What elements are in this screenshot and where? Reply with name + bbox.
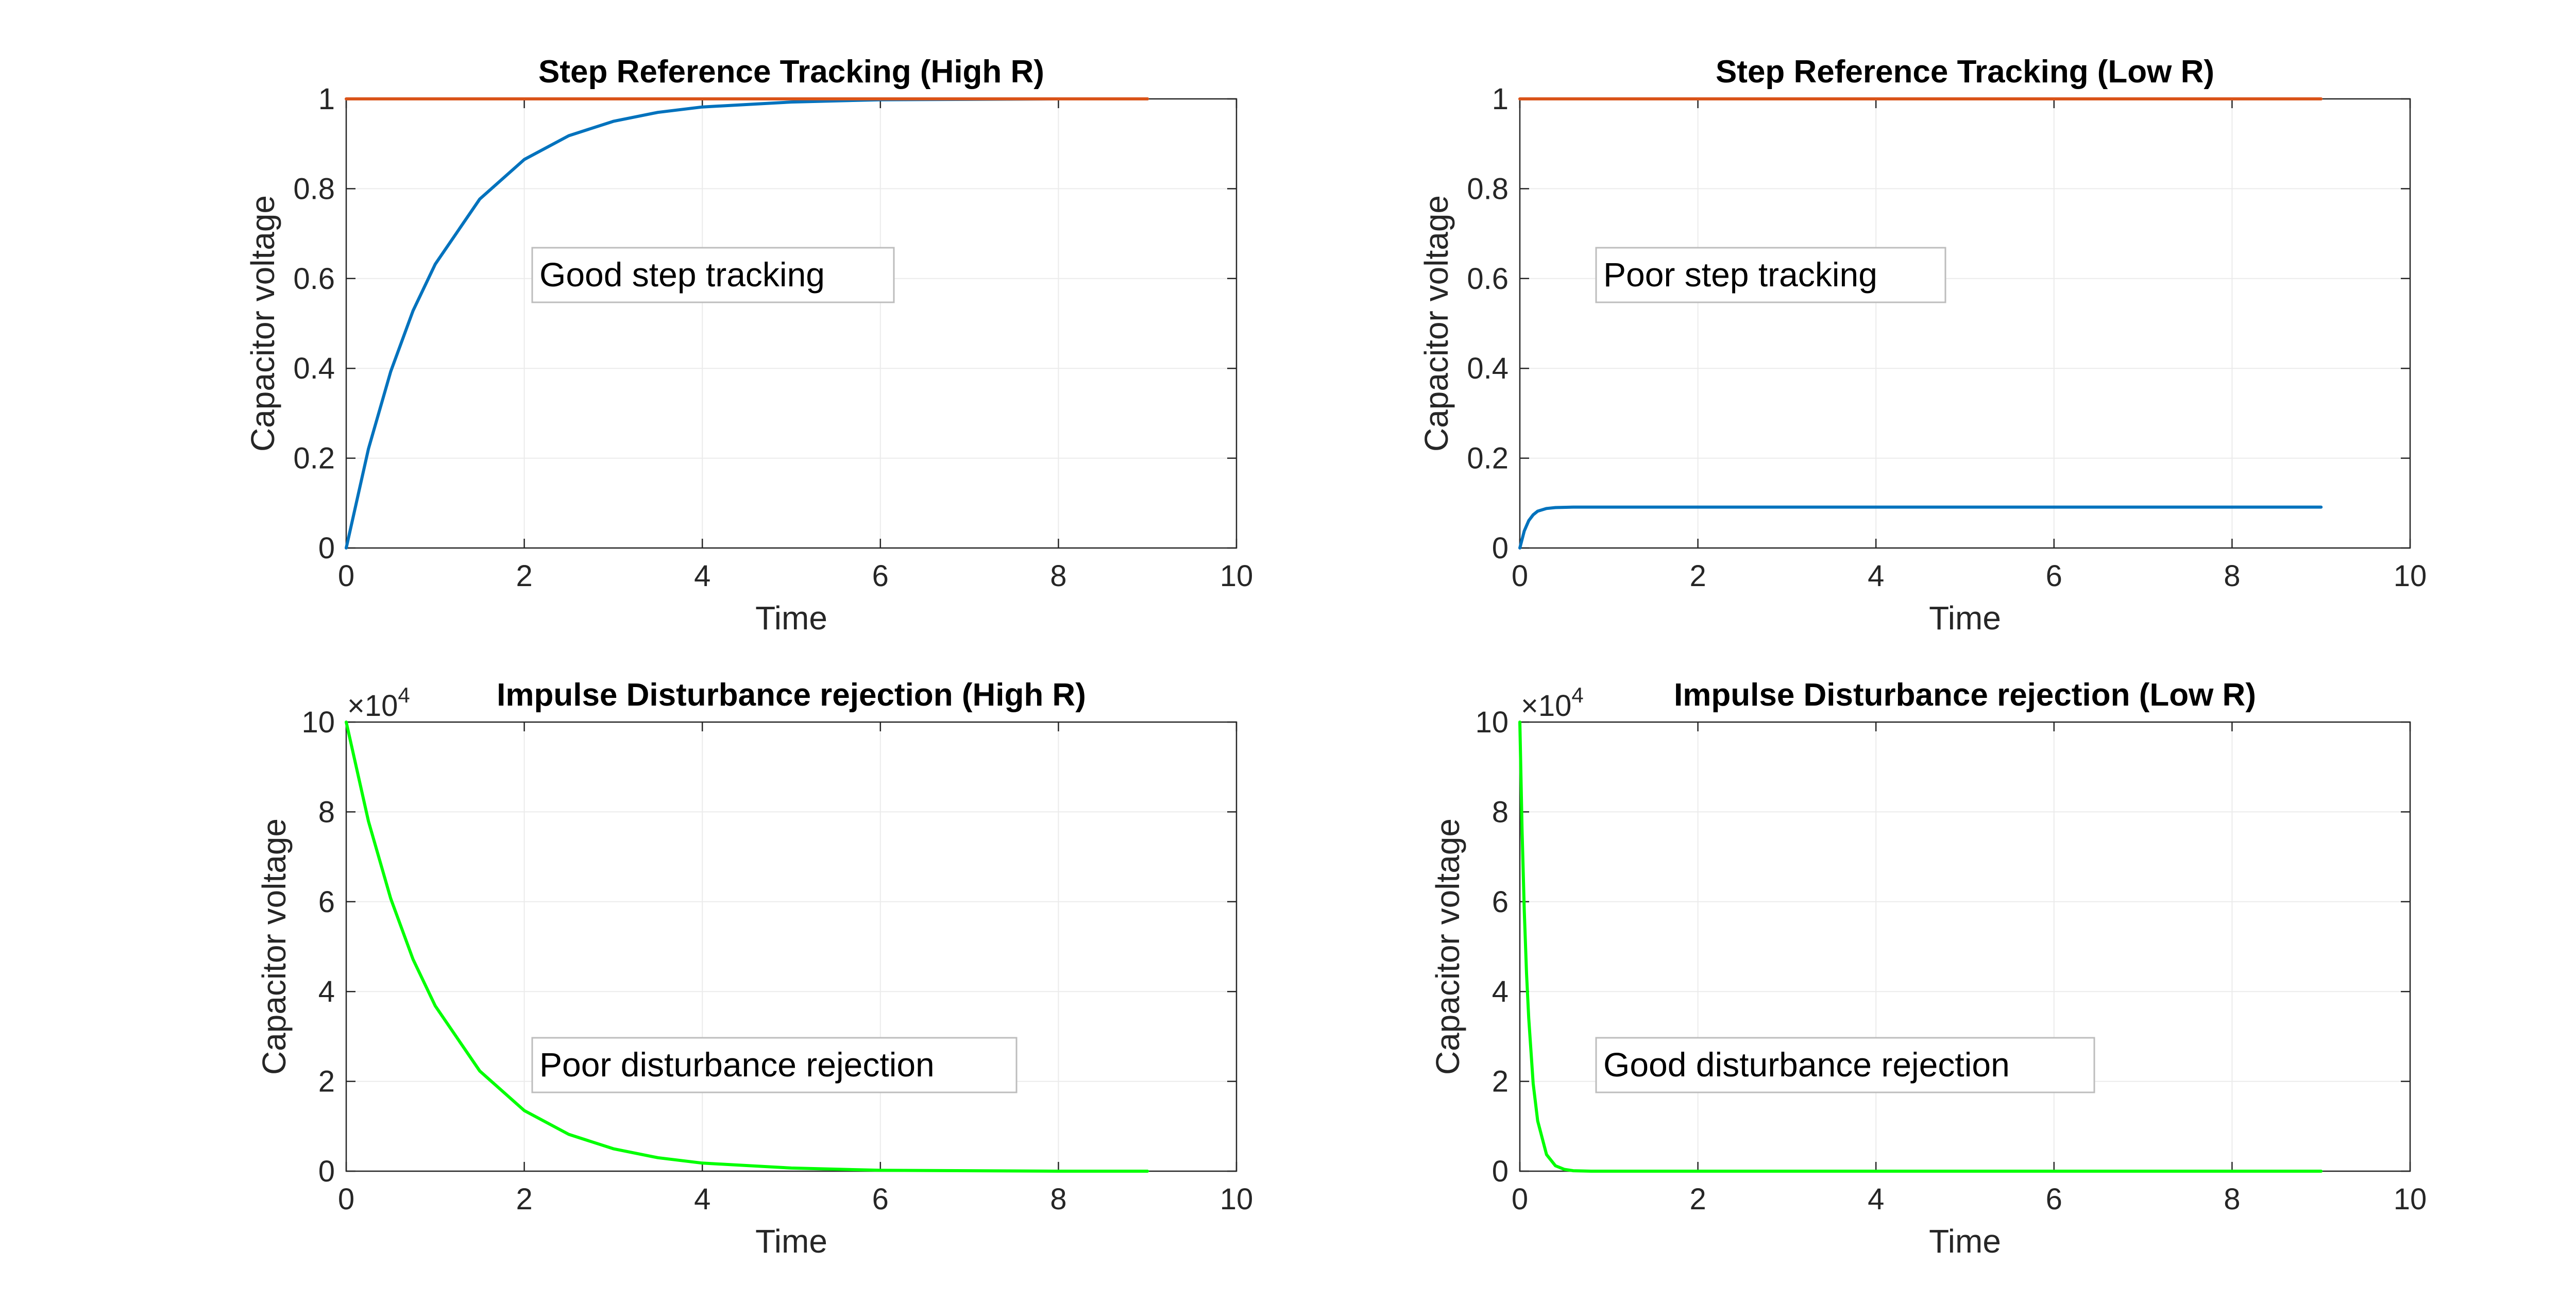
x-tick-label: 0 xyxy=(338,559,354,593)
chart-title: Step Reference Tracking (Low R) xyxy=(1716,54,2214,90)
x-tick-label: 2 xyxy=(516,1183,532,1216)
y-tick-label: 4 xyxy=(318,975,335,1008)
x-tick-label: 6 xyxy=(2046,1183,2062,1216)
x-tick-label: 6 xyxy=(2046,559,2062,593)
x-tick-label: 2 xyxy=(1689,559,1706,593)
annotation-text: Poor step tracking xyxy=(1603,255,1877,294)
y-tick-label: 0 xyxy=(1492,1155,1509,1188)
y-tick-label: 0.2 xyxy=(1467,442,1509,475)
x-tick-label: 4 xyxy=(694,1183,710,1216)
annotation-text: Good disturbance rejection xyxy=(1603,1046,2010,1084)
plot-area xyxy=(346,722,1236,1171)
x-tick-label: 4 xyxy=(1868,1183,1884,1216)
x-tick-label: 4 xyxy=(1868,559,1884,593)
y-exponent-label: ×104 xyxy=(347,683,410,723)
y-axis-label: Capacitor voltage xyxy=(244,195,281,452)
exponent-power: 4 xyxy=(1571,683,1583,707)
y-tick-label: 0.8 xyxy=(293,172,335,205)
annotation-text: Good step tracking xyxy=(539,255,825,294)
y-axis-label: Capacitor voltage xyxy=(1418,195,1455,452)
x-tick-label: 8 xyxy=(1050,1183,1066,1216)
y-tick-label: 0 xyxy=(318,532,335,565)
y-tick-label: 2 xyxy=(1492,1065,1509,1099)
y-tick-label: 8 xyxy=(318,795,335,829)
y-tick-label: 0 xyxy=(318,1155,335,1188)
y-tick-label: 1 xyxy=(318,82,335,116)
x-tick-label: 10 xyxy=(1220,1183,1253,1216)
chart-title: Impulse Disturbance rejection (Low R) xyxy=(1674,677,2256,713)
x-tick-label: 0 xyxy=(338,1183,354,1216)
series-line-1 xyxy=(1518,505,2323,550)
plot-area xyxy=(1520,722,2410,1171)
chart-title: Step Reference Tracking (High R) xyxy=(538,54,1044,90)
x-axis-label: Time xyxy=(755,1223,827,1260)
y-tick-label: 10 xyxy=(1475,706,1509,739)
x-tick-label: 2 xyxy=(1689,1183,1706,1216)
x-tick-label: 10 xyxy=(2394,559,2427,593)
y-axis-label: Capacitor voltage xyxy=(1429,818,1466,1075)
annotation-text: Poor disturbance rejection xyxy=(539,1046,935,1084)
x-axis-label: Time xyxy=(1929,1223,2001,1260)
x-tick-label: 2 xyxy=(516,559,532,593)
y-tick-label: 0.6 xyxy=(1467,262,1509,296)
x-tick-label: 8 xyxy=(1050,559,1066,593)
chart-title: Impulse Disturbance rejection (High R) xyxy=(497,677,1086,713)
x-tick-label: 6 xyxy=(872,1183,889,1216)
y-tick-label: 1 xyxy=(1492,82,1509,116)
exponent-base: ×10 xyxy=(347,689,398,723)
x-tick-label: 0 xyxy=(1512,1183,1528,1216)
exponent-base: ×10 xyxy=(1521,689,1571,723)
y-tick-label: 2 xyxy=(318,1065,335,1099)
y-axis-label: Capacitor voltage xyxy=(256,818,293,1075)
exponent-power: 4 xyxy=(398,683,410,707)
y-tick-label: 6 xyxy=(1492,885,1509,919)
x-tick-label: 8 xyxy=(2224,1183,2240,1216)
chart-panel-1: 0 2 4 6 8 10 0 0.2 0.4 0.6 0.8 1 Step Reference Trac… xyxy=(244,54,1253,637)
y-exponent-label: ×104 xyxy=(1521,683,1584,723)
series-line-1 xyxy=(345,721,1149,1173)
axes-box xyxy=(345,721,1238,1172)
x-tick-label: 10 xyxy=(1220,559,1253,593)
y-tick-label: 0.2 xyxy=(293,442,335,475)
y-tick-label: 8 xyxy=(1492,795,1509,829)
y-tick-label: 10 xyxy=(301,706,335,739)
plot-area xyxy=(346,99,1236,548)
x-tick-label: 6 xyxy=(872,559,889,593)
x-tick-label: 0 xyxy=(1512,559,1528,593)
annotation-box xyxy=(1595,247,1946,303)
x-axis-label: Time xyxy=(1929,599,2001,637)
x-tick-label: 8 xyxy=(2224,559,2240,593)
annotation-box xyxy=(531,1037,1018,1093)
y-tick-label: 0.4 xyxy=(1467,352,1509,385)
y-tick-label: 0.4 xyxy=(293,352,335,385)
y-tick-label: 6 xyxy=(318,885,335,919)
y-tick-label: 4 xyxy=(1492,975,1509,1008)
x-tick-label: 4 xyxy=(694,559,710,593)
x-tick-label: 10 xyxy=(2394,1183,2427,1216)
y-tick-label: 0.8 xyxy=(1467,172,1509,205)
plot-area xyxy=(1520,99,2410,548)
y-tick-label: 0.6 xyxy=(293,262,335,296)
x-axis-label: Time xyxy=(755,599,827,637)
series-line-1 xyxy=(1518,721,2323,1173)
annotation-box xyxy=(531,247,895,303)
y-tick-label: 0 xyxy=(1492,532,1509,565)
chart-panel-2: 0 2 4 6 8 10 0 0.2 0.4 0.6 0.8 1 Step Reference Trac… xyxy=(1418,54,2427,637)
annotation-box xyxy=(1595,1037,2095,1093)
